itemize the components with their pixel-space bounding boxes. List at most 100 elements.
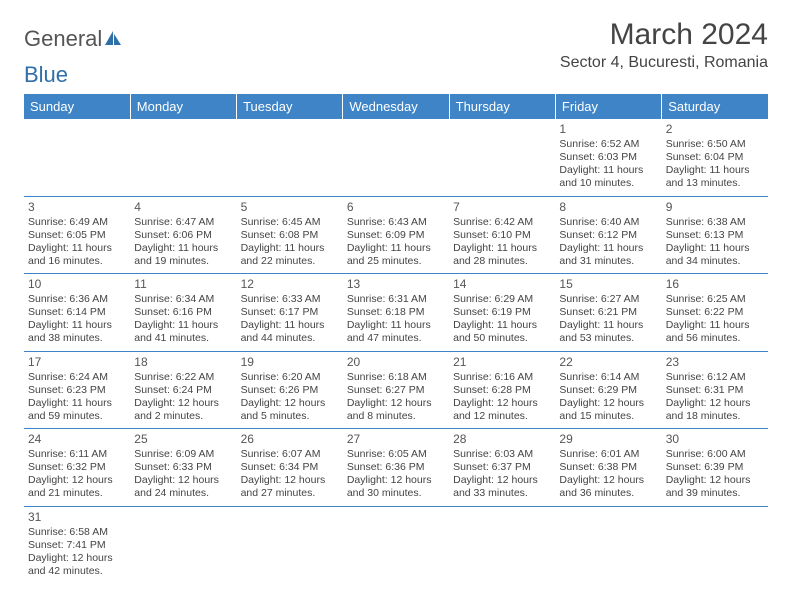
- day-daylight2: and 34 minutes.: [666, 255, 764, 268]
- day-daylight1: Daylight: 12 hours: [28, 474, 126, 487]
- day-sunrise: Sunrise: 6:27 AM: [559, 293, 657, 306]
- day-sunset: Sunset: 6:03 PM: [559, 151, 657, 164]
- day-number: 4: [134, 200, 232, 215]
- day-header: Sunday: [24, 94, 130, 119]
- day-sunrise: Sunrise: 6:00 AM: [666, 448, 764, 461]
- day-number: 22: [559, 355, 657, 370]
- day-sunrise: Sunrise: 6:05 AM: [347, 448, 445, 461]
- day-daylight2: and 42 minutes.: [28, 565, 126, 578]
- day-sunrise: Sunrise: 6:01 AM: [559, 448, 657, 461]
- day-sunrise: Sunrise: 6:18 AM: [347, 371, 445, 384]
- calendar-day-cell: 19Sunrise: 6:20 AMSunset: 6:26 PMDayligh…: [237, 351, 343, 429]
- calendar-day-cell: 10Sunrise: 6:36 AMSunset: 6:14 PMDayligh…: [24, 274, 130, 352]
- day-sunset: Sunset: 6:33 PM: [134, 461, 232, 474]
- day-sunset: Sunset: 6:17 PM: [241, 306, 339, 319]
- calendar-day-cell: 25Sunrise: 6:09 AMSunset: 6:33 PMDayligh…: [130, 429, 236, 507]
- day-daylight1: Daylight: 11 hours: [28, 242, 126, 255]
- day-sunrise: Sunrise: 6:34 AM: [134, 293, 232, 306]
- day-daylight2: and 36 minutes.: [559, 487, 657, 500]
- calendar-empty-cell: [237, 506, 343, 583]
- day-daylight1: Daylight: 12 hours: [347, 474, 445, 487]
- calendar-week-row: 24Sunrise: 6:11 AMSunset: 6:32 PMDayligh…: [24, 429, 768, 507]
- day-daylight1: Daylight: 11 hours: [666, 242, 764, 255]
- day-sunrise: Sunrise: 6:24 AM: [28, 371, 126, 384]
- calendar-week-row: 31Sunrise: 6:58 AMSunset: 7:41 PMDayligh…: [24, 506, 768, 583]
- day-daylight1: Daylight: 11 hours: [559, 242, 657, 255]
- logo-text-general: General: [24, 26, 102, 52]
- day-daylight1: Daylight: 12 hours: [134, 397, 232, 410]
- logo-text-blue: Blue: [24, 62, 68, 88]
- day-number: 7: [453, 200, 551, 215]
- day-number: 31: [28, 510, 126, 525]
- calendar-week-row: 3Sunrise: 6:49 AMSunset: 6:05 PMDaylight…: [24, 196, 768, 274]
- day-number: 23: [666, 355, 764, 370]
- day-sunrise: Sunrise: 6:12 AM: [666, 371, 764, 384]
- day-sunset: Sunset: 6:34 PM: [241, 461, 339, 474]
- day-daylight1: Daylight: 11 hours: [241, 319, 339, 332]
- day-number: 25: [134, 432, 232, 447]
- day-daylight1: Daylight: 11 hours: [559, 164, 657, 177]
- calendar-day-cell: 13Sunrise: 6:31 AMSunset: 6:18 PMDayligh…: [343, 274, 449, 352]
- sail-icon: [104, 30, 122, 46]
- day-daylight1: Daylight: 12 hours: [666, 474, 764, 487]
- day-daylight1: Daylight: 11 hours: [241, 242, 339, 255]
- day-sunrise: Sunrise: 6:29 AM: [453, 293, 551, 306]
- day-daylight1: Daylight: 11 hours: [28, 319, 126, 332]
- day-daylight2: and 30 minutes.: [347, 487, 445, 500]
- day-sunrise: Sunrise: 6:31 AM: [347, 293, 445, 306]
- day-daylight1: Daylight: 11 hours: [28, 397, 126, 410]
- day-daylight2: and 39 minutes.: [666, 487, 764, 500]
- day-daylight2: and 8 minutes.: [347, 410, 445, 423]
- calendar-empty-cell: [343, 506, 449, 583]
- day-daylight1: Daylight: 12 hours: [28, 552, 126, 565]
- day-sunset: Sunset: 6:18 PM: [347, 306, 445, 319]
- calendar-day-cell: 17Sunrise: 6:24 AMSunset: 6:23 PMDayligh…: [24, 351, 130, 429]
- day-daylight2: and 38 minutes.: [28, 332, 126, 345]
- day-daylight2: and 50 minutes.: [453, 332, 551, 345]
- day-number: 3: [28, 200, 126, 215]
- day-sunset: Sunset: 7:41 PM: [28, 539, 126, 552]
- day-daylight1: Daylight: 11 hours: [666, 164, 764, 177]
- day-daylight2: and 44 minutes.: [241, 332, 339, 345]
- day-daylight1: Daylight: 12 hours: [347, 397, 445, 410]
- day-number: 20: [347, 355, 445, 370]
- day-daylight2: and 19 minutes.: [134, 255, 232, 268]
- day-number: 17: [28, 355, 126, 370]
- calendar-empty-cell: [662, 506, 768, 583]
- day-number: 1: [559, 122, 657, 137]
- day-sunset: Sunset: 6:31 PM: [666, 384, 764, 397]
- calendar-empty-cell: [343, 119, 449, 196]
- calendar-day-cell: 4Sunrise: 6:47 AMSunset: 6:06 PMDaylight…: [130, 196, 236, 274]
- day-number: 10: [28, 277, 126, 292]
- day-sunrise: Sunrise: 6:52 AM: [559, 138, 657, 151]
- calendar-day-cell: 5Sunrise: 6:45 AMSunset: 6:08 PMDaylight…: [237, 196, 343, 274]
- calendar-empty-cell: [130, 119, 236, 196]
- calendar-day-cell: 23Sunrise: 6:12 AMSunset: 6:31 PMDayligh…: [662, 351, 768, 429]
- day-number: 5: [241, 200, 339, 215]
- day-sunrise: Sunrise: 6:20 AM: [241, 371, 339, 384]
- day-daylight1: Daylight: 12 hours: [453, 474, 551, 487]
- day-number: 29: [559, 432, 657, 447]
- calendar-empty-cell: [555, 506, 661, 583]
- day-sunrise: Sunrise: 6:47 AM: [134, 216, 232, 229]
- day-sunrise: Sunrise: 6:58 AM: [28, 526, 126, 539]
- day-number: 2: [666, 122, 764, 137]
- day-sunrise: Sunrise: 6:33 AM: [241, 293, 339, 306]
- calendar-day-cell: 24Sunrise: 6:11 AMSunset: 6:32 PMDayligh…: [24, 429, 130, 507]
- day-number: 28: [453, 432, 551, 447]
- day-number: 21: [453, 355, 551, 370]
- logo: General: [24, 18, 122, 52]
- day-number: 16: [666, 277, 764, 292]
- day-daylight1: Daylight: 12 hours: [241, 474, 339, 487]
- day-sunrise: Sunrise: 6:40 AM: [559, 216, 657, 229]
- day-sunrise: Sunrise: 6:45 AM: [241, 216, 339, 229]
- day-daylight2: and 12 minutes.: [453, 410, 551, 423]
- calendar-day-cell: 11Sunrise: 6:34 AMSunset: 6:16 PMDayligh…: [130, 274, 236, 352]
- day-sunrise: Sunrise: 6:07 AM: [241, 448, 339, 461]
- day-daylight1: Daylight: 11 hours: [134, 242, 232, 255]
- calendar-empty-cell: [24, 119, 130, 196]
- day-daylight2: and 41 minutes.: [134, 332, 232, 345]
- day-sunset: Sunset: 6:24 PM: [134, 384, 232, 397]
- day-daylight2: and 5 minutes.: [241, 410, 339, 423]
- day-daylight2: and 25 minutes.: [347, 255, 445, 268]
